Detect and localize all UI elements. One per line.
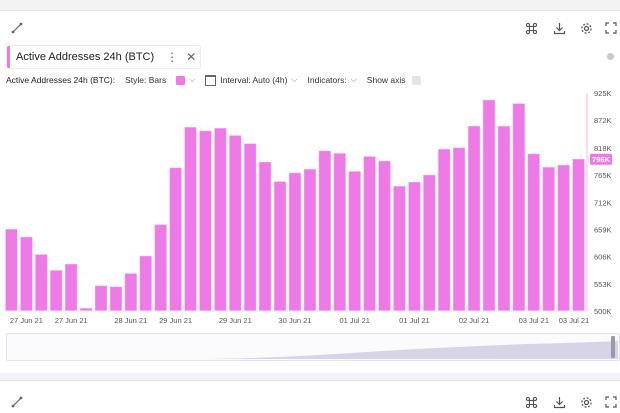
download-icon[interactable] [552,21,566,35]
chevron-down-icon: ⌵ [291,75,298,84]
style-label: Style: Bars [125,75,167,85]
tab-label: Active Addresses 24h (BTC) [16,51,155,63]
x-tick-label: 01 Jul 21 [339,316,369,325]
bar[interactable] [482,99,496,312]
chevron-down-icon: ⌵ [189,75,196,84]
chart-toolbar: Active Addresses 24h (BTC): Style: Bars … [6,73,431,87]
bar[interactable] [453,147,466,312]
show-axis-label: Show axis [366,75,406,85]
bar[interactable] [333,153,346,312]
indicators-dropdown[interactable]: Indicators: ⌵ [308,75,357,85]
metric-tab[interactable]: Active Addresses 24h (BTC) ⋮ ✕ [6,45,202,69]
fullscreen-icon[interactable] [604,395,618,409]
x-tick-label: 29 Jun 21 [159,316,192,325]
show-axis-toggle[interactable]: Show axis [367,75,421,85]
bar[interactable] [468,126,481,312]
current-value-label: 796K [592,155,611,164]
range-navigator[interactable] [6,333,620,361]
show-axis-checkbox[interactable] [411,75,421,85]
navigator-handle[interactable] [611,336,615,358]
bar[interactable] [408,182,421,312]
calendar-icon [205,74,217,86]
bar[interactable] [438,149,451,312]
second-chart-panel [0,380,620,413]
bar[interactable] [244,143,257,312]
kebab-menu-icon[interactable]: ⋮ [166,50,179,64]
interval-dropdown[interactable]: Interval: Auto (4h) ⌵ [205,74,298,86]
bar[interactable] [259,161,272,312]
bar[interactable] [124,273,137,312]
bar[interactable] [214,128,227,312]
gear-icon[interactable] [579,395,593,409]
bar[interactable] [512,103,525,312]
bar[interactable] [527,153,540,312]
chart-panel: Active Addresses 24h (BTC) ⋮ ✕ Active Ad… [0,10,620,373]
y-tick-label: 765K [594,171,612,180]
y-tick-label: 872K [594,116,612,125]
x-tick-label: 27 Jun 21 [10,316,43,325]
bar-chart[interactable]: 925K 872K 818K 765K 712K 659K 606K 553K 500K 796K… [0,89,620,329]
bar[interactable] [199,130,212,312]
bar[interactable] [288,172,302,312]
download-icon[interactable] [552,395,566,409]
command-icon[interactable] [524,21,538,35]
bar[interactable] [50,270,63,312]
bar[interactable] [109,286,122,312]
color-picker[interactable]: ⌵ [176,75,195,85]
y-tick-label: 553K [594,280,612,289]
x-tick-label: 01 Jul 21 [399,316,429,325]
bar[interactable] [557,165,570,312]
link-icon[interactable] [10,21,24,35]
y-tick-label: 606K [594,253,612,262]
bar[interactable] [497,126,510,312]
current-value-badge [590,153,612,165]
command-icon[interactable] [524,395,538,409]
close-icon[interactable]: ✕ [186,50,197,64]
bar[interactable] [184,127,197,312]
bar[interactable] [363,156,376,312]
x-tick-label: 03 Jul 21 [559,316,589,325]
x-tick-label: 27 Jun 21 [55,316,88,325]
bar[interactable] [542,167,555,312]
bar[interactable] [94,285,108,312]
status-dot [607,53,614,60]
bar[interactable] [378,160,391,312]
interval-label: Interval: Auto (4h) [220,75,288,85]
bar[interactable] [169,167,182,312]
fullscreen-icon[interactable] [604,21,618,35]
link-icon[interactable] [10,395,24,409]
bar[interactable] [318,150,331,312]
navigator-sparkline [7,336,618,359]
bar[interactable] [35,254,48,312]
bar[interactable] [65,264,78,312]
x-tick-label: 30 Jun 21 [279,316,312,325]
color-swatch [176,75,186,85]
x-tick-label: 29 Jun 21 [219,316,252,325]
x-tick-label: 02 Jul 21 [459,316,489,325]
bar[interactable] [139,255,152,312]
bar[interactable] [348,171,361,312]
chevron-down-icon: ⌵ [350,75,357,84]
tab-color-marker [7,46,10,68]
bar[interactable] [229,135,242,312]
y-tick-label: 500K [594,307,612,316]
y-tick-label: 925K [594,89,612,98]
bar[interactable] [274,181,287,312]
indicators-label: Indicators: [307,75,347,85]
bar[interactable] [423,174,436,312]
style-dropdown[interactable]: Style: Bars [125,75,166,85]
bar[interactable] [20,236,33,312]
y-tick-label: 818K [594,144,612,153]
y-tick-label: 659K [594,225,612,234]
y-tick-label: 712K [594,198,612,207]
bar[interactable] [572,158,585,312]
x-tick-label: 03 Jul 21 [519,316,549,325]
bar[interactable] [154,224,167,312]
metric-label: Active Addresses 24h (BTC): [6,75,116,85]
gear-icon[interactable] [579,21,593,35]
bar[interactable] [393,186,406,312]
bar[interactable] [303,169,316,312]
bar[interactable] [5,229,18,312]
x-tick-label: 28 Jun 21 [114,316,147,325]
